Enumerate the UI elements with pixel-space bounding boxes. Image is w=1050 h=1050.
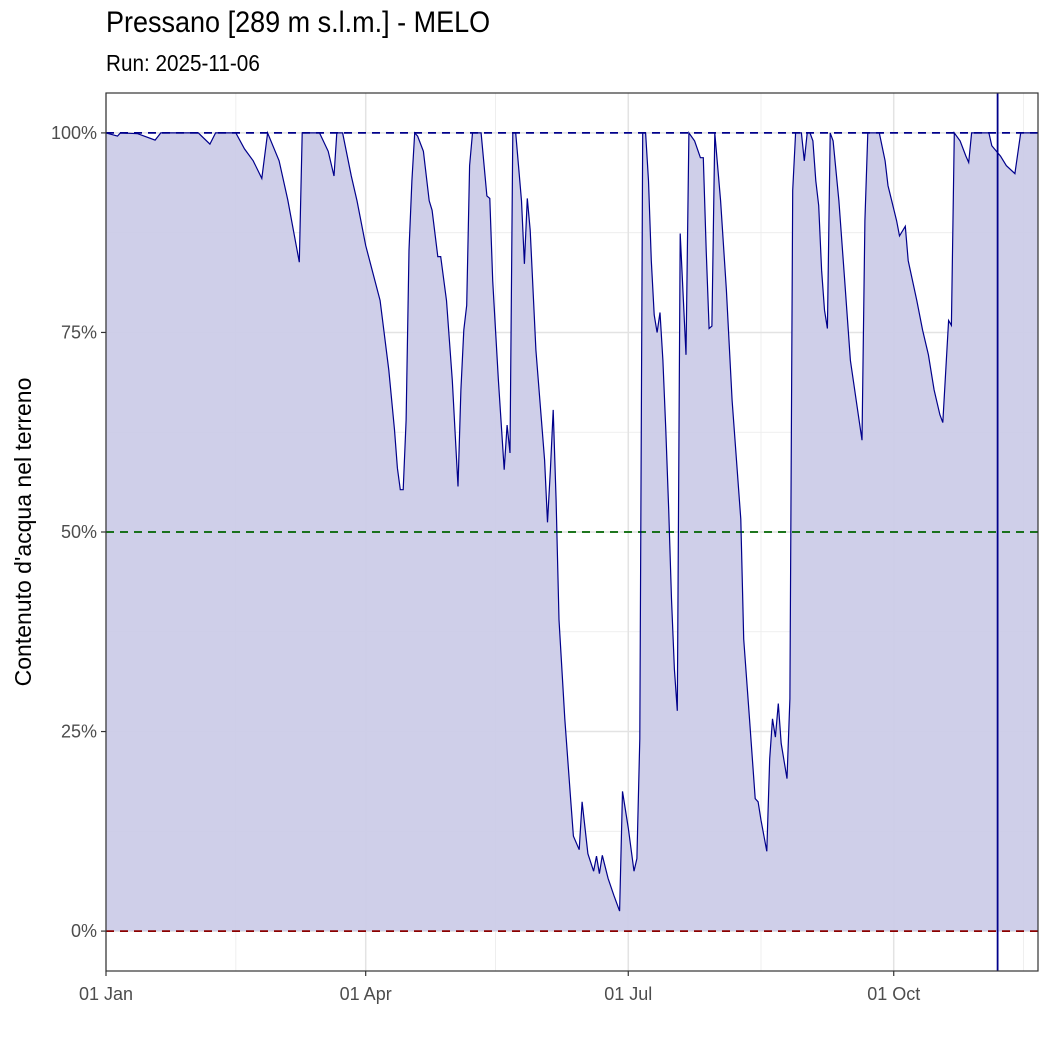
- x-tick-label: 01 Jul: [604, 984, 652, 1004]
- series-line: [105, 130, 1038, 912]
- series-area: [106, 132, 1038, 932]
- y-tick-label: 100%: [51, 123, 97, 143]
- x-tick-label: 01 Jan: [79, 984, 133, 1004]
- y-axis: 0% 25% 50% 75% 100%: [51, 123, 106, 941]
- chart-subtitle: Run: 2025-11-06: [106, 50, 260, 76]
- x-tick-label: 01 Oct: [867, 984, 920, 1004]
- reference-lines: [106, 132, 1038, 932]
- chart-title: Pressano [289 m s.l.m.] - MELO: [106, 6, 491, 39]
- y-axis-label: Contenuto d'acqua nel terreno: [10, 378, 36, 687]
- y-tick-label: 50%: [61, 522, 97, 542]
- y-tick-label: 0%: [71, 921, 97, 941]
- y-tick-label: 25%: [61, 722, 97, 742]
- x-tick-label: 01 Apr: [340, 984, 392, 1004]
- x-axis: 01 Jan 01 Apr 01 Jul 01 Oct: [79, 971, 920, 1004]
- y-tick-label: 75%: [61, 322, 97, 342]
